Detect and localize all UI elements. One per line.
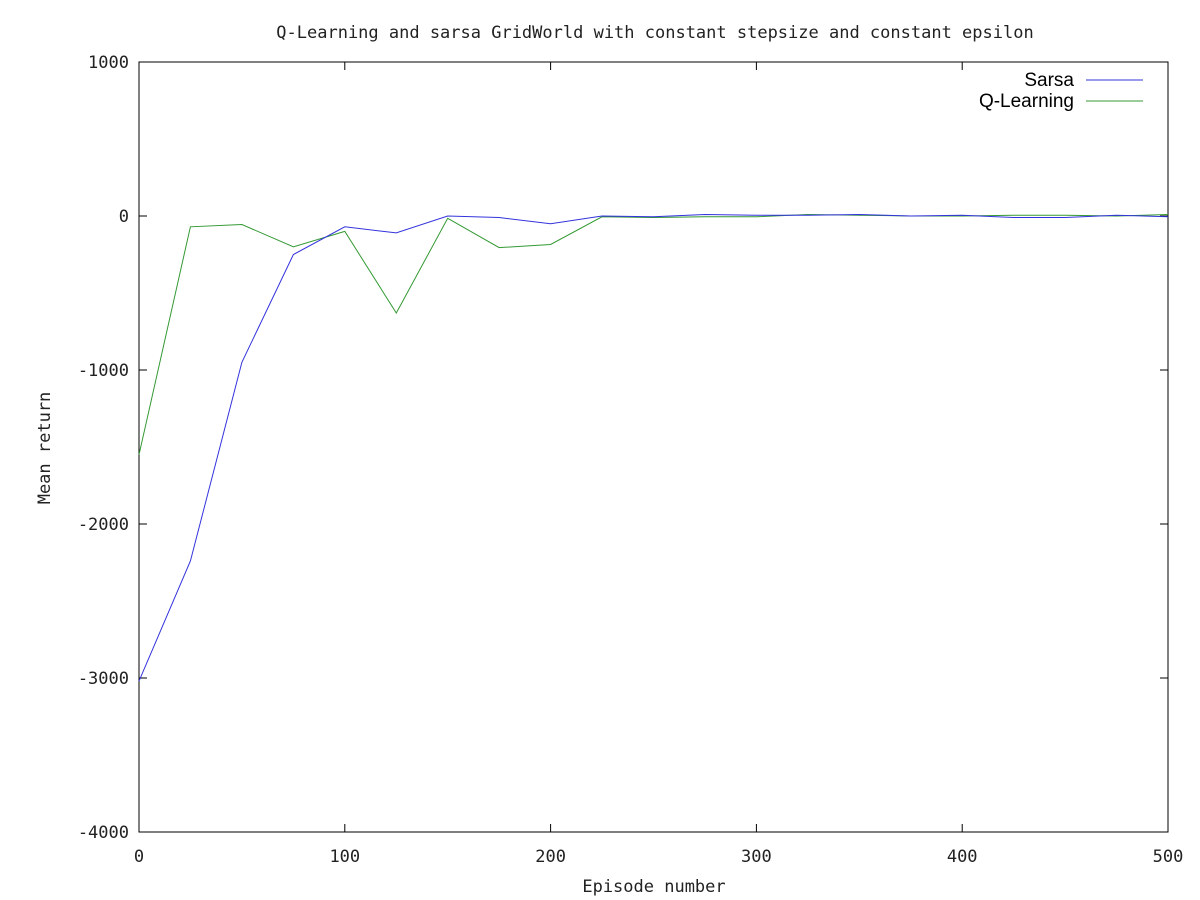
plot-frame bbox=[138, 61, 1169, 833]
y-tick-label: -4000 bbox=[78, 823, 129, 843]
x-tick-label: 300 bbox=[741, 847, 772, 867]
chart-title: Q-Learning and sarsa GridWorld with cons… bbox=[276, 23, 1033, 43]
x-axis-label: Episode number bbox=[582, 877, 725, 897]
legend-label-sarsa: Sarsa bbox=[1024, 70, 1074, 91]
x-tick-label: 400 bbox=[947, 847, 978, 867]
x-tick-label: 100 bbox=[329, 847, 360, 867]
series-line-q-learning bbox=[138, 213, 1169, 455]
series-layer bbox=[138, 213, 1169, 682]
y-tick-label: 1000 bbox=[88, 53, 129, 73]
x-tick-label: 200 bbox=[535, 847, 566, 867]
y-tick-label: 0 bbox=[119, 207, 129, 227]
x-tick-label: 0 bbox=[134, 847, 144, 867]
y-tick-label: -2000 bbox=[78, 515, 129, 535]
x-tick-label: 500 bbox=[1153, 847, 1184, 867]
series-line-sarsa bbox=[138, 213, 1169, 682]
plot-border bbox=[138, 61, 1169, 833]
legend-label-q-learning: Q-Learning bbox=[979, 91, 1074, 112]
y-tick-label: -1000 bbox=[78, 361, 129, 381]
y-tick-label: -3000 bbox=[78, 669, 129, 689]
y-axis-label: Mean return bbox=[35, 392, 55, 505]
axis-ticks: 0 100 200 300 400 500 -4000 -3000 -2000 -1000 0 100… bbox=[78, 53, 1184, 867]
